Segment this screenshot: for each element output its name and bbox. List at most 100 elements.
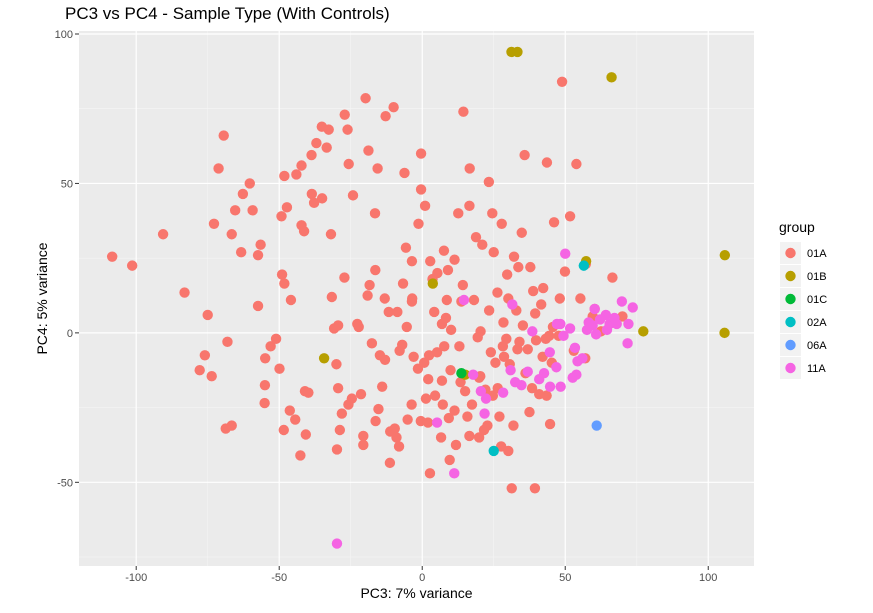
data-point-11a [544, 381, 556, 392]
data-point-01a [379, 293, 390, 304]
legend-key-01b [785, 270, 796, 282]
chart-title: PC3 vs PC4 - Sample Type (With Controls) [65, 4, 390, 23]
data-point-11a [555, 318, 566, 330]
data-point-01a [384, 457, 396, 469]
data-point-01a [259, 353, 271, 364]
data-point-01a [389, 423, 400, 434]
grid-lines [79, 31, 754, 566]
data-point-01a [455, 376, 466, 388]
data-point-01a [247, 205, 258, 216]
data-point-01a [126, 260, 138, 271]
data-point-01a [303, 387, 314, 398]
data-point-01a [194, 365, 205, 376]
data-point-01a [372, 163, 383, 174]
data-point-01a [202, 309, 213, 321]
data-point-11a [505, 365, 516, 376]
data-point-01a [419, 357, 430, 368]
legend-label-06a: 06A [807, 340, 827, 352]
data-point-01a [422, 417, 434, 428]
data-point-01a [407, 293, 418, 304]
data-point-01a [494, 411, 505, 422]
data-point-01a [423, 350, 435, 361]
data-point-01a [331, 444, 343, 455]
data-point-01a [396, 339, 408, 351]
data-point-01a [157, 229, 169, 240]
data-point-01a [464, 200, 475, 212]
data-point-01a [454, 341, 465, 352]
data-point-01a [380, 110, 391, 122]
data-point-01a [449, 254, 460, 265]
data-point-01a [466, 399, 478, 410]
data-point-01a [501, 269, 513, 280]
data-point-01a [607, 272, 618, 283]
data-point-06a [591, 420, 602, 431]
data-point-01a [326, 291, 338, 303]
data-point-01b [638, 326, 649, 337]
data-point-11a [544, 347, 555, 358]
data-point-01a [575, 293, 586, 304]
data-point-11a [551, 362, 562, 373]
y-tick-label: -50 [57, 477, 73, 489]
data-point-01a [530, 335, 542, 346]
data-point-01a [259, 379, 271, 391]
data-point-01a [483, 305, 495, 316]
data-point-01a [527, 285, 539, 297]
data-point-01a [321, 142, 332, 153]
data-point-11a [507, 299, 518, 310]
axes: -100 -50 0 50 100 -50 0 50 100 PC3: 7% variance PC… [34, 29, 717, 601]
data-point-01a [353, 321, 364, 333]
data-point-01a [383, 306, 394, 318]
data-point-01a [358, 430, 369, 442]
data-point-01a [548, 217, 560, 228]
data-point-01a [571, 158, 582, 170]
data-point-01a [470, 232, 482, 243]
data-point-01a [369, 208, 381, 219]
data-point-11a [497, 387, 509, 398]
y-tick-label: 100 [55, 29, 73, 41]
data-point-01a [265, 341, 276, 352]
data-point-01a [508, 251, 520, 262]
data-point-01a [278, 424, 289, 436]
data-point-01a [429, 390, 441, 401]
data-point-01a [323, 124, 334, 135]
data-point-01a [370, 264, 381, 276]
data-point-01a [524, 406, 535, 418]
data-point-01a [364, 279, 375, 291]
data-point-11a [616, 296, 628, 307]
data-point-11a [560, 248, 571, 259]
data-point-01a [300, 429, 312, 440]
data-point-01a [393, 441, 405, 452]
data-point-01a [308, 197, 320, 209]
data-point-01a [259, 397, 270, 409]
data-point-11a [564, 323, 576, 334]
data-point-01a [343, 158, 354, 170]
data-point-01a [525, 261, 536, 273]
data-point-11a [555, 381, 566, 392]
legend-label-01b: 01B [807, 271, 827, 283]
data-point-01a [440, 312, 452, 324]
data-point-01a [226, 229, 237, 240]
data-point-01a [496, 218, 507, 229]
y-tick-label: 50 [61, 178, 73, 190]
data-point-01a [617, 311, 628, 322]
data-point-01b [427, 278, 439, 289]
data-point-01a [290, 414, 301, 425]
data-point-01a [106, 251, 118, 262]
data-point-01a [206, 371, 217, 382]
data-point-01a [415, 184, 427, 195]
data-point-11a [431, 417, 443, 428]
data-point-01a [346, 393, 358, 404]
data-point-01a [237, 188, 249, 200]
data-point-11a [522, 366, 533, 377]
data-point-02a [578, 260, 590, 271]
data-point-01a [437, 399, 449, 410]
data-point-01a [400, 242, 412, 253]
data-point-11a [538, 368, 550, 379]
data-point-01a [544, 418, 556, 430]
data-point-01a [506, 483, 517, 494]
data-point-01a [464, 430, 475, 442]
data-points [106, 46, 731, 549]
data-point-01a [519, 149, 530, 161]
data-point-01a [342, 124, 353, 135]
